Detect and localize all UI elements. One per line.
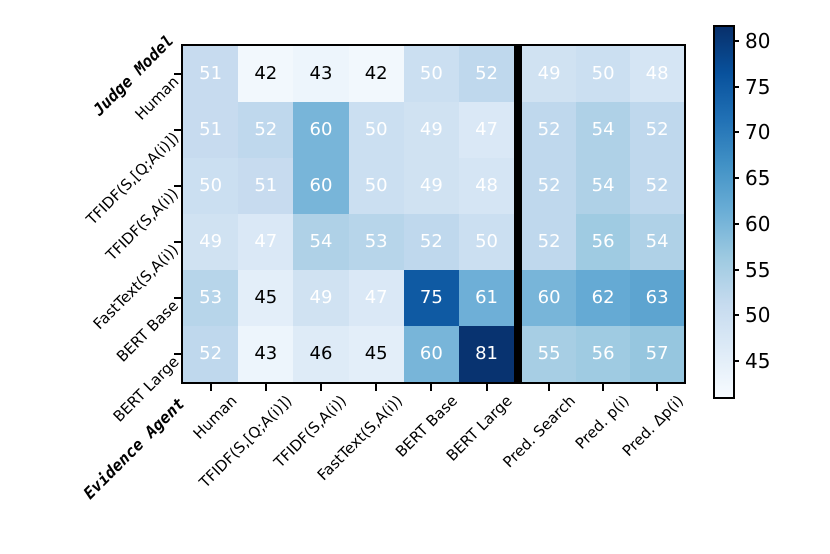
colorbar-tick-label: 80 <box>745 29 771 53</box>
x-tick <box>485 384 488 391</box>
heatmap-cell: 54 <box>293 214 349 270</box>
heatmap-cell: 52 <box>403 214 459 270</box>
x-tick <box>264 384 267 391</box>
heatmap-grid: 51 42 43 42 50 52 49 50 48 51 52 60 50 49 47 52 54 52 50 51… <box>181 44 687 384</box>
colorbar-tick-label: 75 <box>745 74 771 99</box>
heatmap-cell: 43 <box>238 326 294 382</box>
heatmap-cell: 48 <box>630 46 685 102</box>
heatmap-cell: 52 <box>522 102 577 158</box>
heatmap-cell: 50 <box>458 214 515 270</box>
heatmap-cell: 52 <box>238 102 294 158</box>
colorbar-tick-label: 50 <box>745 303 771 328</box>
heatmap-cell: 52 <box>183 326 239 382</box>
heatmap-cell: 47 <box>238 214 294 270</box>
heatmap-cell: 49 <box>293 270 349 326</box>
x-tick <box>656 384 659 391</box>
heatmap-cell: 52 <box>458 46 515 102</box>
colorbar-tick <box>733 131 739 134</box>
heatmap-cell: 81 <box>458 326 515 382</box>
heatmap-cell: 43 <box>293 46 349 102</box>
heatmap-cell: 45 <box>238 270 294 326</box>
heatmap-cell: 42 <box>348 46 404 102</box>
heatmap-cell: 47 <box>348 270 404 326</box>
heatmap-cell: 62 <box>576 270 631 326</box>
y-tick <box>174 129 181 131</box>
heatmap-cell: 53 <box>348 214 404 270</box>
heatmap-cell: 56 <box>576 326 631 382</box>
y-tick <box>174 73 181 75</box>
colorbar-tick-label: 70 <box>745 120 771 145</box>
column-separator-bar <box>514 46 523 382</box>
colorbar-tick <box>733 177 739 180</box>
heatmap-cell: 51 <box>238 158 294 214</box>
y-tick-label: TFIDF(S,[Q;A(i)]) <box>82 128 183 229</box>
heatmap-cell: 50 <box>348 158 404 214</box>
y-tick <box>174 241 181 243</box>
heatmap-cell: 75 <box>403 270 459 326</box>
x-tick <box>375 384 378 391</box>
heatmap-cell: 54 <box>630 214 685 270</box>
colorbar-tick-label: 65 <box>745 166 771 191</box>
heatmap-cell: 60 <box>293 102 349 158</box>
heatmap-cell: 61 <box>458 270 515 326</box>
colorbar-tick-label: 60 <box>745 211 771 236</box>
heatmap-cell: 52 <box>522 158 577 214</box>
heatmap-cell: 63 <box>630 270 685 326</box>
heatmap-cell: 50 <box>576 46 631 102</box>
heatmap-cell: 50 <box>348 102 404 158</box>
heatmap-cell: 52 <box>630 102 685 158</box>
colorbar-tick-label: 45 <box>745 348 771 373</box>
heatmap-cell: 49 <box>403 158 459 214</box>
y-tick <box>174 353 181 355</box>
heatmap-cell: 55 <box>522 326 577 382</box>
x-tick-label: TFIDF(S,[Q;A(i)]) <box>195 391 296 492</box>
colorbar-tick <box>733 85 739 88</box>
x-tick <box>602 384 605 391</box>
heatmap-cell: 57 <box>630 326 685 382</box>
y-tick <box>174 185 181 187</box>
heatmap-cell: 47 <box>458 102 515 158</box>
heatmap-cell: 53 <box>183 270 239 326</box>
heatmap-cell: 49 <box>403 102 459 158</box>
heatmap-cell: 51 <box>183 102 239 158</box>
y-tick <box>174 297 181 299</box>
heatmap-cell: 54 <box>576 158 631 214</box>
heatmap-cell: 51 <box>183 46 239 102</box>
x-tick <box>548 384 551 391</box>
colorbar <box>713 25 735 399</box>
heatmap-cell: 50 <box>403 46 459 102</box>
heatmap-cell: 56 <box>576 214 631 270</box>
heatmap-cell: 48 <box>458 158 515 214</box>
x-tick-label: Human <box>189 391 241 443</box>
colorbar-tick <box>733 359 739 362</box>
colorbar-tick <box>733 268 739 271</box>
heatmap-cell: 46 <box>293 326 349 382</box>
heatmap-cell: 45 <box>348 326 404 382</box>
heatmap-cell: 49 <box>183 214 239 270</box>
heatmap-cell: 49 <box>522 46 577 102</box>
colorbar-tick-label: 55 <box>745 257 771 282</box>
x-tick <box>320 384 322 391</box>
colorbar-tick <box>733 222 739 225</box>
heatmap-cell: 60 <box>293 158 349 214</box>
colorbar-tick <box>733 314 739 317</box>
heatmap-cell: 54 <box>576 102 631 158</box>
colorbar-tick <box>733 40 739 42</box>
heatmap-cell: 50 <box>183 158 239 214</box>
heatmap-cell: 42 <box>238 46 294 102</box>
heatmap-cell: 60 <box>522 270 577 326</box>
heatmap-cell: 52 <box>522 214 577 270</box>
heatmap-cell: 60 <box>403 326 459 382</box>
heatmap-cell: 52 <box>630 158 685 214</box>
x-tick <box>209 384 212 391</box>
x-tick <box>430 384 433 391</box>
